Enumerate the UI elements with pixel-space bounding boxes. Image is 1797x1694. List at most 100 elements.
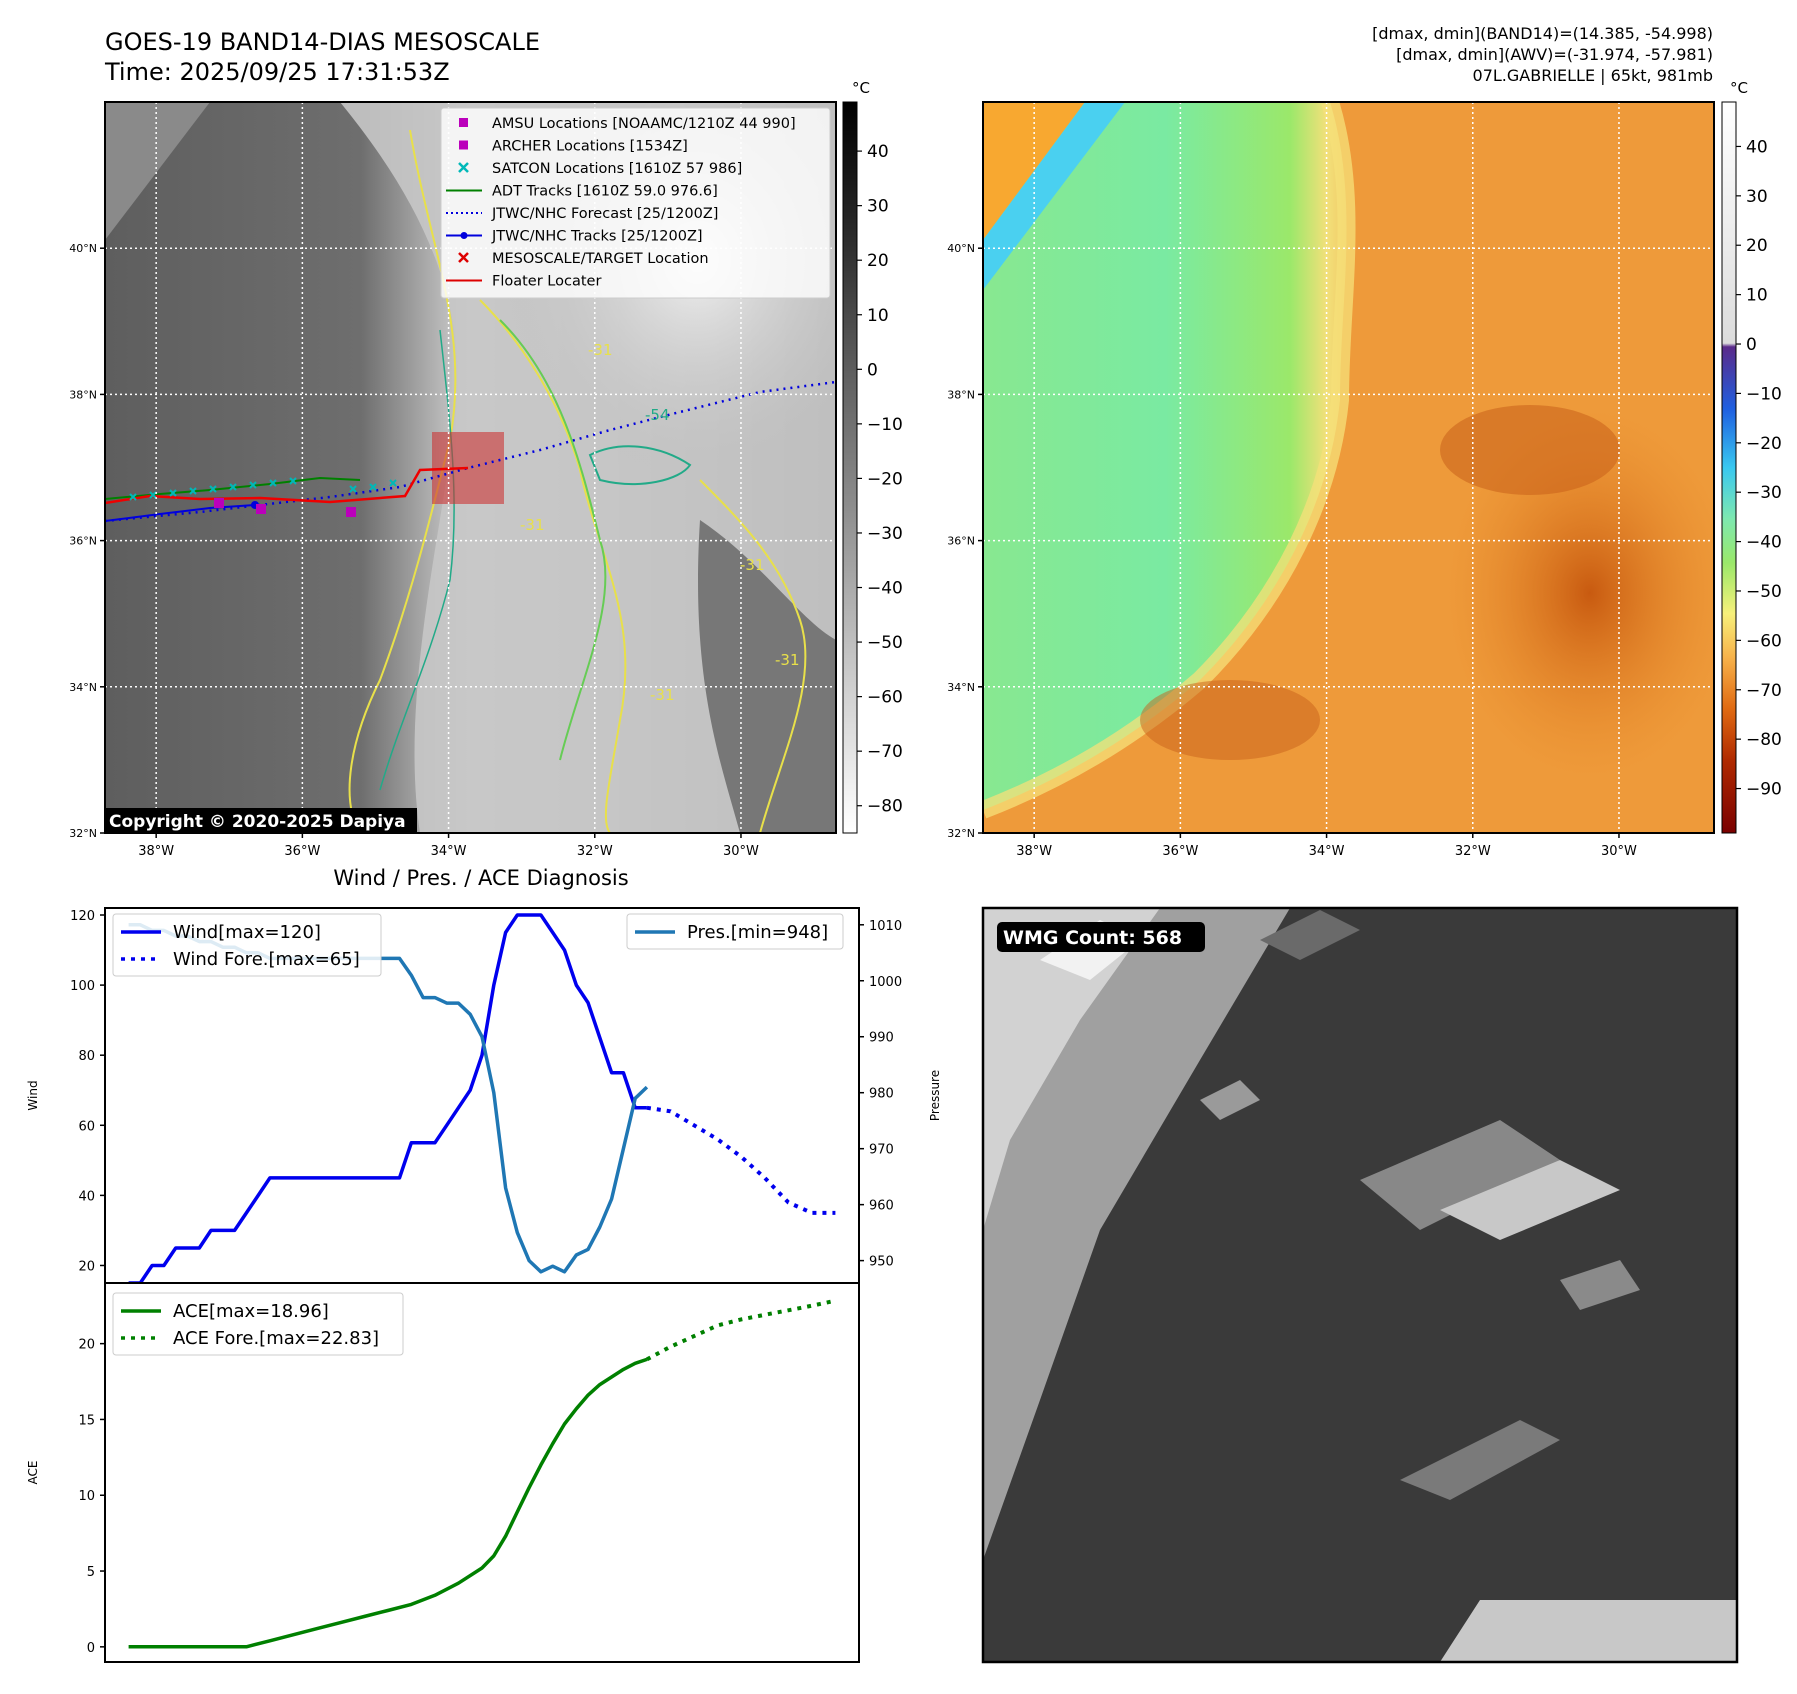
map1-frame (104, 101, 837, 834)
legend-label: AMSU Locations [NOAAMC/1210Z 44 990] (492, 116, 796, 132)
cbar-gray-tick-label: −50 (867, 633, 903, 653)
map2-lat-label: 38°N (947, 388, 975, 401)
archer-marker (256, 504, 266, 514)
storm-core (1300, 300, 1714, 833)
legend-label: JTWC/NHC Forecast [25/1200Z] (491, 206, 718, 222)
y-tick-label: 10 (78, 1489, 95, 1504)
y-tick-label: 5 (87, 1565, 95, 1580)
cbar-color-tick-label: −10 (1746, 384, 1782, 404)
map1-lat-label: 34°N (69, 681, 97, 694)
legend-square-marker (459, 118, 468, 127)
y-tick-label: 40 (78, 1189, 95, 1204)
ace-chart: 20 15 10 5 0 ACE ACE[max=18.96] ACE Fore.[max=2… (26, 1282, 860, 1663)
y2-tick-label: 960 (869, 1199, 894, 1214)
colorbar-unit: °C (852, 79, 870, 97)
cbar-gray-tick-label: 20 (867, 251, 889, 271)
series-line-1 (646, 1105, 836, 1215)
cold-band (1140, 680, 1320, 760)
map2-lat-label: 36°N (947, 535, 975, 548)
y-tick-label: 120 (70, 909, 95, 924)
cbar-gray-tick-label: −60 (867, 688, 903, 708)
wmg-light-band (1440, 1160, 1620, 1240)
legend-label: JTWC/NHC Tracks [25/1200Z] (491, 229, 703, 245)
chart-legend: Pres.[min=948] (626, 913, 844, 950)
figure-time: Time: 2025/09/25 17:31:53Z (104, 58, 450, 86)
cbar-color-tick-label: 10 (1746, 286, 1768, 306)
cbar-gray-tick-label: −80 (867, 797, 903, 817)
cbar-color-tick-label: −50 (1746, 582, 1782, 602)
map1-lat-label: 40°N (69, 242, 97, 255)
map1-lat-label: 32°N (69, 827, 97, 840)
wmg-mid-band (1360, 1120, 1560, 1230)
map1-ticks: 38°W 36°W 34°W 32°W 30°W 40°N 38°N 36°N 34°N 32°N (69, 242, 759, 859)
cbar-color-tick-label: 0 (1746, 335, 1757, 355)
info-awv: [dmax, dmin](AWV)=(-31.974, -57.981) (1396, 45, 1713, 64)
cbar-gray-tick-label: 40 (867, 142, 889, 162)
cbar-color-tick-label: 30 (1746, 187, 1768, 207)
y2-tick-label: 950 (869, 1255, 894, 1270)
map2-lon-label: 34°W (1309, 844, 1345, 859)
y2-tick-label: 1010 (869, 919, 902, 934)
contour-label: -31 (775, 651, 800, 669)
contour-label: -31 (588, 341, 613, 359)
y-tick-label: 20 (78, 1338, 95, 1353)
chart-legend-box (112, 1292, 404, 1356)
wmg-frame (981, 906, 1739, 1664)
legend-label: ARCHER Locations [1534Z] (492, 139, 688, 155)
colorbar-color-bar (1721, 101, 1737, 834)
y2-tick-label: 990 (869, 1031, 894, 1046)
y-tick-label: 15 (78, 1413, 95, 1428)
legend-label: MESOSCALE/TARGET Location (492, 251, 709, 267)
legend-item: ADT Tracks [1610Z 59.0 976.6] (446, 184, 718, 200)
chart-title: Wind / Pres. / ACE Diagnosis (333, 866, 628, 890)
cbar-color-tick-label: −70 (1746, 681, 1782, 701)
y-tick-label: 0 (87, 1641, 95, 1656)
legend-box (440, 107, 831, 299)
map1-lon-label: 38°W (138, 844, 174, 859)
chart-legend-label: ACE[max=18.96] (173, 1301, 329, 1322)
floater-track (105, 466, 469, 505)
y-tick-label: 100 (70, 979, 95, 994)
cbar-color-tick-label: −20 (1746, 434, 1782, 454)
chart-legend-label: ACE Fore.[max=22.83] (173, 1328, 379, 1349)
contour-label: -31 (740, 556, 765, 574)
map1-lat-label: 38°N (69, 388, 97, 401)
wmg-light-zone (983, 908, 1160, 1230)
map1-lon-label: 34°W (431, 844, 467, 859)
y-tick-label: 80 (78, 1049, 95, 1064)
legend-label: Floater Locater (492, 274, 601, 290)
cbar-color-tick-label: −90 (1746, 780, 1782, 800)
cold-top (1440, 405, 1620, 495)
contour-label: -54 (645, 406, 670, 424)
map2-lon-label: 38°W (1016, 844, 1052, 859)
legend-label: ADT Tracks [1610Z 59.0 976.6] (492, 184, 718, 200)
map1-legend: AMSU Locations [NOAAMC/1210Z 44 990] ARCH… (440, 107, 831, 299)
wind-pressure-chart: 120 100 80 60 40 20 1010 1000 990 980 970 960 950 Win… (26, 907, 942, 1285)
cbar-color-tick-label: 40 (1746, 137, 1768, 157)
copyright-box (105, 808, 417, 833)
legend-item: SATCON Locations [1610Z 57 986] (458, 161, 742, 177)
wmg-gray-zone (983, 908, 1290, 1560)
map2-lat-label: 40°N (947, 242, 975, 255)
cbar-color-tick-label: −60 (1746, 631, 1782, 651)
satcon-markers (129, 477, 397, 501)
y-tick-label: 20 (78, 1259, 95, 1274)
y-tick-label: 60 (78, 1119, 95, 1134)
y2-tick-label: 970 (869, 1143, 894, 1158)
amsu-marker (214, 498, 224, 508)
map1-lon-label: 32°W (577, 844, 613, 859)
contour-yellow-3 (699, 479, 807, 833)
color-colorbar: °C 40 30 20 10 0 −10 −20 −30 −40 −50 −60 −70 −80 −90 (1721, 79, 1782, 834)
contour-teal-2 (379, 329, 455, 791)
cbar-gray-tick-label: 0 (867, 360, 878, 380)
chart-legend-label: Wind[max=120] (173, 922, 321, 943)
cbar-color-tick-label: −30 (1746, 483, 1782, 503)
wmg-panel: WMG Count: 568 (981, 906, 1739, 1664)
cbar-color-tick-label: −80 (1746, 730, 1782, 750)
chart-legend-box (626, 913, 844, 950)
chart-legend: Wind[max=120] Wind Fore.[max=65] (112, 913, 382, 977)
colorbar-unit: °C (1730, 79, 1748, 97)
wmg-gray-band (1400, 1420, 1560, 1500)
map2-lat-label: 32°N (947, 827, 975, 840)
